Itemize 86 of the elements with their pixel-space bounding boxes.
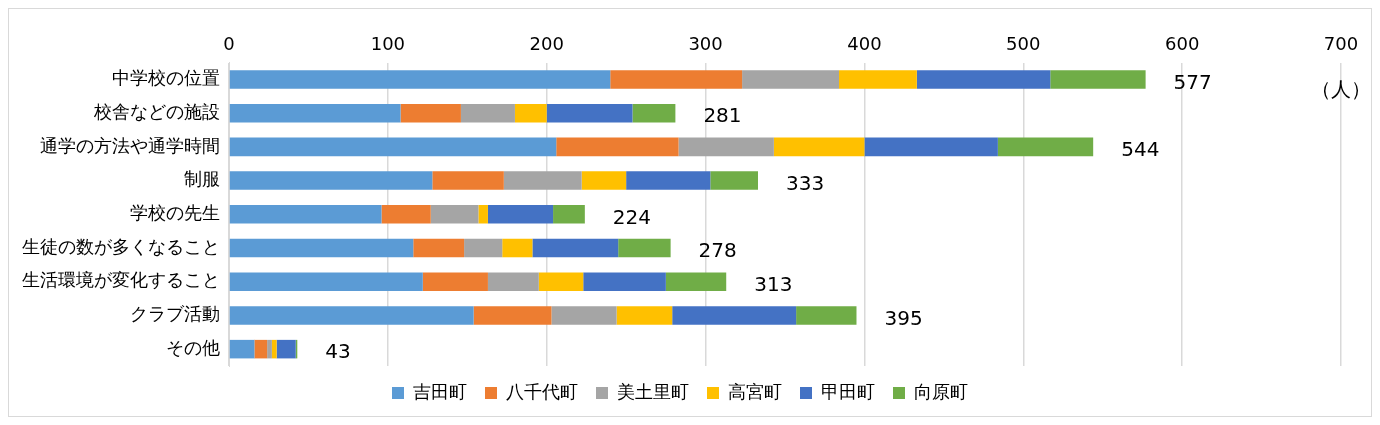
- bar: [502, 238, 533, 258]
- y-tick-label: 制服: [184, 168, 220, 190]
- x-tick-label: 400: [847, 33, 882, 55]
- bar: [229, 103, 401, 123]
- bar: [916, 70, 1051, 89]
- total-label: 577: [1173, 69, 1212, 94]
- x-tick-label: 700: [1323, 33, 1359, 55]
- x-tick-label: 100: [370, 33, 406, 55]
- bar: [487, 205, 554, 224]
- bar: [254, 339, 268, 359]
- bar: [432, 171, 504, 190]
- y-tick-label: 中学校の位置: [112, 67, 220, 89]
- bar: [503, 171, 582, 190]
- bar: [276, 339, 296, 359]
- bar: [229, 339, 255, 359]
- bar: [796, 306, 857, 325]
- bar: [229, 70, 611, 89]
- bar: [553, 205, 585, 224]
- total-label: 395: [884, 305, 923, 330]
- bar: [413, 238, 465, 258]
- x-tick-label: 500: [1006, 33, 1041, 55]
- bar: [546, 103, 633, 123]
- y-tick-label: その他: [166, 336, 220, 358]
- bar: [839, 70, 917, 89]
- x-axis-title: （人）: [1311, 76, 1371, 101]
- legend-label: 吉田町: [413, 380, 467, 402]
- y-tick-label: 通学の方法や通学時間: [40, 134, 220, 156]
- bar: [581, 171, 627, 190]
- y-tick-label: 生活環境が変化すること: [22, 269, 220, 291]
- total-label: 224: [612, 204, 652, 229]
- bar: [532, 238, 619, 258]
- bar: [742, 70, 840, 89]
- total-label: 43: [325, 339, 351, 364]
- total-label: 281: [703, 103, 742, 128]
- total-label: 278: [698, 238, 737, 263]
- legend-label: 八千代町: [506, 380, 578, 402]
- bar: [710, 171, 758, 190]
- bar: [229, 171, 433, 190]
- bar: [422, 272, 488, 291]
- total-label: 333: [785, 170, 825, 195]
- y-tick-label: クラブ活動: [130, 303, 220, 325]
- bar: [618, 238, 671, 258]
- x-tick-label: 200: [529, 33, 564, 55]
- bar: [400, 103, 461, 123]
- bar: [229, 238, 414, 258]
- bar: [672, 306, 797, 325]
- bar: [473, 306, 552, 325]
- bar: [551, 306, 617, 325]
- bar: [538, 272, 584, 291]
- total-label: 313: [754, 271, 793, 296]
- bar: [997, 137, 1094, 157]
- bar: [267, 339, 272, 359]
- bar: [487, 272, 539, 291]
- bar: [271, 339, 277, 359]
- legend-label: 美土里町: [617, 380, 689, 402]
- x-tick-label: 300: [688, 33, 723, 55]
- bar: [665, 272, 727, 291]
- bar: [478, 205, 488, 224]
- y-tick-label: 学校の先生: [130, 201, 220, 223]
- bar: [1050, 70, 1146, 89]
- bar: [381, 205, 431, 224]
- x-tick-label: 0: [223, 33, 235, 55]
- bar: [773, 137, 865, 157]
- bar: [610, 70, 743, 89]
- bar: [229, 137, 557, 157]
- y-tick-label: 校舎などの施設: [93, 100, 220, 122]
- bar: [464, 238, 503, 258]
- x-tick-label: 600: [1164, 33, 1200, 55]
- bar: [583, 272, 666, 291]
- bar: [229, 306, 474, 325]
- bar: [678, 137, 774, 157]
- bar: [430, 205, 479, 224]
- bar: [864, 137, 998, 157]
- legend-label: 高宮町: [728, 380, 782, 402]
- bar: [460, 103, 515, 123]
- bar: [616, 306, 673, 325]
- bar: [229, 272, 423, 291]
- bar: [514, 103, 547, 123]
- bar: [632, 103, 676, 123]
- total-label: 544: [1121, 137, 1160, 162]
- legend-label: 甲田町: [821, 380, 875, 402]
- bar: [229, 205, 382, 224]
- bar: [626, 171, 711, 190]
- y-tick-label: 生徒の数が多くなること: [22, 235, 220, 257]
- bar: [556, 137, 679, 157]
- legend-label: 向原町: [914, 380, 968, 402]
